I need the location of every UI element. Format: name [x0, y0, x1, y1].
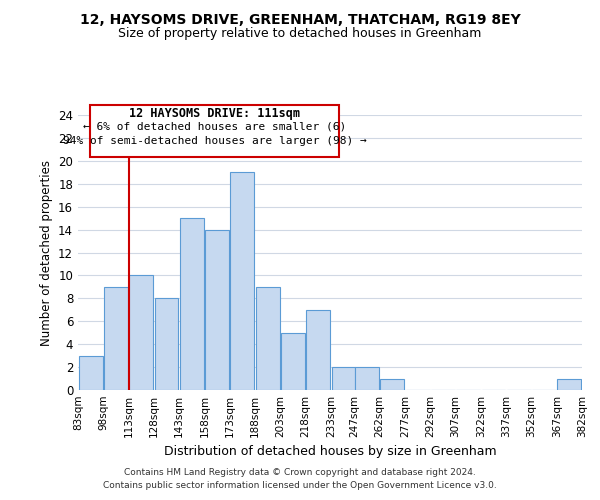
Text: 12 HAYSOMS DRIVE: 111sqm: 12 HAYSOMS DRIVE: 111sqm: [129, 108, 300, 120]
FancyBboxPatch shape: [90, 104, 339, 158]
Text: Size of property relative to detached houses in Greenham: Size of property relative to detached ho…: [118, 28, 482, 40]
Bar: [230, 172, 254, 390]
Bar: [129, 276, 153, 390]
Bar: [306, 310, 330, 390]
X-axis label: Distribution of detached houses by size in Greenham: Distribution of detached houses by size …: [164, 446, 496, 458]
Bar: [281, 332, 305, 390]
Bar: [380, 378, 404, 390]
Bar: [79, 356, 103, 390]
Bar: [205, 230, 229, 390]
Text: 12, HAYSOMS DRIVE, GREENHAM, THATCHAM, RG19 8EY: 12, HAYSOMS DRIVE, GREENHAM, THATCHAM, R…: [80, 12, 520, 26]
Text: Contains HM Land Registry data © Crown copyright and database right 2024.: Contains HM Land Registry data © Crown c…: [124, 468, 476, 477]
Bar: [355, 367, 379, 390]
Y-axis label: Number of detached properties: Number of detached properties: [40, 160, 53, 346]
Text: ← 6% of detached houses are smaller (6): ← 6% of detached houses are smaller (6): [83, 122, 346, 132]
Bar: [180, 218, 204, 390]
Text: 94% of semi-detached houses are larger (98) →: 94% of semi-detached houses are larger (…: [62, 136, 367, 146]
Bar: [332, 367, 355, 390]
Bar: [256, 287, 280, 390]
Text: Contains public sector information licensed under the Open Government Licence v3: Contains public sector information licen…: [103, 482, 497, 490]
Bar: [155, 298, 178, 390]
Bar: [557, 378, 581, 390]
Bar: [104, 287, 128, 390]
